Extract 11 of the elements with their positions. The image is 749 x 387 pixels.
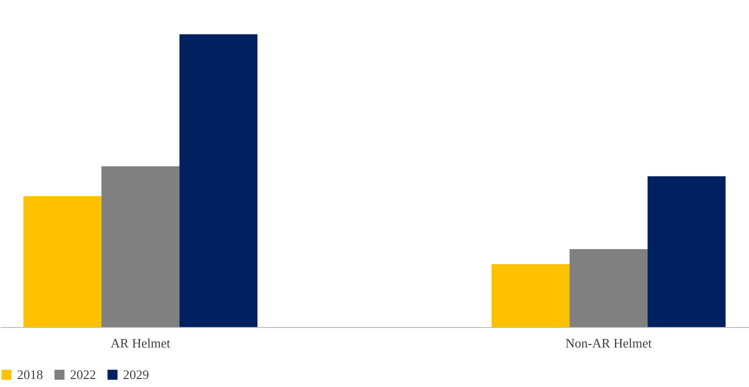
legend-label: 2022: [70, 366, 96, 382]
x-tick-label: AR Helmet: [110, 336, 171, 350]
bar: [23, 196, 102, 327]
x-tick-label: Non-AR Helmet: [565, 336, 652, 350]
bar: [648, 176, 726, 327]
bar: [570, 249, 648, 327]
bar: [179, 34, 258, 327]
legend-label: 2018: [17, 366, 43, 382]
bar: [101, 166, 180, 327]
legend-label: 2029: [123, 366, 149, 382]
bar: [492, 264, 570, 327]
